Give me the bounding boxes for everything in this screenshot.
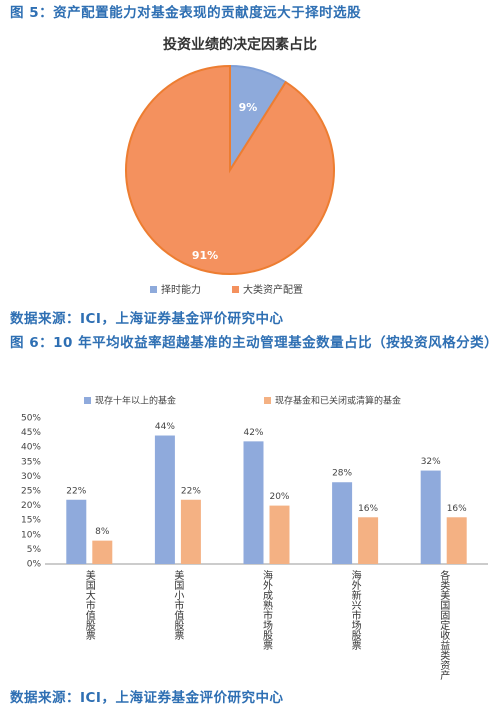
data-label: 91% bbox=[192, 249, 218, 262]
figure-caption: 图 5：资产配置能力对基金表现的贡献度远大于择时选股 bbox=[10, 5, 362, 21]
bar bbox=[269, 505, 290, 564]
data-label: 32% bbox=[421, 457, 441, 467]
y-tick-label: 30% bbox=[21, 472, 41, 482]
y-tick-label: 15% bbox=[21, 516, 41, 526]
data-label: 9% bbox=[239, 101, 258, 114]
figure-caption: 图 6：10 年平均收益率超越基准的主动管理基金数量占比（按投资风格分类） bbox=[10, 335, 499, 351]
data-label: 16% bbox=[447, 504, 467, 514]
x-tick-label: 各类美国固定收益类资产 bbox=[438, 569, 450, 681]
legend-swatch bbox=[150, 286, 157, 293]
pie-slice bbox=[125, 64, 335, 275]
legend-label: 现存十年以上的基金 bbox=[95, 395, 176, 407]
x-tick-label: 美国大市值股票 bbox=[83, 569, 95, 640]
legend-swatch bbox=[84, 397, 91, 404]
source-note: 数据来源：ICI，上海证券基金评价研究中心 bbox=[10, 311, 284, 327]
bar bbox=[446, 517, 467, 564]
legend-label: 大类资产配置 bbox=[243, 283, 303, 296]
x-tick-label: 海外成熟市场股票 bbox=[261, 569, 273, 650]
bar bbox=[154, 435, 175, 564]
data-label: 22% bbox=[181, 486, 201, 496]
bar bbox=[420, 470, 441, 564]
bar bbox=[66, 499, 87, 564]
source-note: 数据来源：ICI，上海证券基金评价研究中心 bbox=[10, 690, 284, 706]
data-label: 16% bbox=[358, 504, 378, 514]
y-tick-label: 50% bbox=[21, 414, 41, 424]
data-label: 42% bbox=[243, 428, 263, 438]
y-tick-label: 5% bbox=[27, 545, 42, 555]
legend-swatch bbox=[232, 286, 239, 293]
data-label: 44% bbox=[155, 422, 175, 432]
data-label: 20% bbox=[269, 492, 289, 502]
bar bbox=[358, 517, 379, 564]
bar bbox=[180, 499, 201, 564]
y-tick-label: 25% bbox=[21, 487, 41, 497]
bar bbox=[92, 540, 113, 564]
legend-label: 现存基金和已关闭或清算的基金 bbox=[275, 395, 401, 407]
data-label: 28% bbox=[332, 469, 352, 479]
y-tick-label: 20% bbox=[21, 501, 41, 511]
chart-title: 投资业绩的决定因素占比 bbox=[163, 36, 317, 53]
y-tick-label: 0% bbox=[27, 560, 42, 570]
x-tick-label: 海外新兴市场股票 bbox=[349, 569, 361, 650]
legend-label: 择时能力 bbox=[161, 283, 201, 296]
legend-swatch bbox=[264, 397, 271, 404]
y-tick-label: 45% bbox=[21, 428, 41, 438]
data-label: 8% bbox=[95, 527, 110, 537]
y-tick-label: 40% bbox=[21, 443, 41, 453]
y-tick-label: 10% bbox=[21, 530, 41, 540]
bar bbox=[243, 441, 264, 564]
x-tick-label: 美国小市值股票 bbox=[172, 569, 184, 640]
y-tick-label: 35% bbox=[21, 457, 41, 467]
bar bbox=[332, 482, 353, 564]
data-label: 22% bbox=[66, 486, 86, 496]
